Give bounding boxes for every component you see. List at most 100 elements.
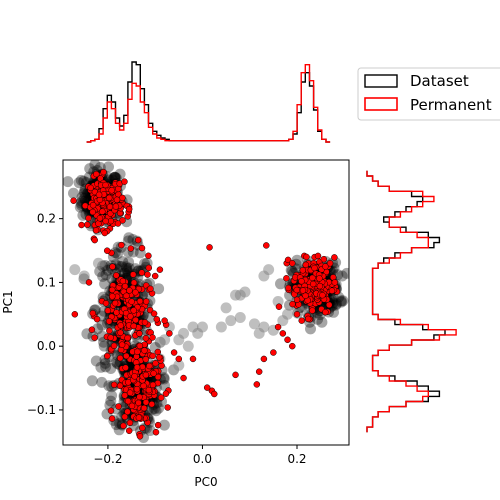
permanent-point <box>279 330 287 337</box>
permanent-point <box>124 334 131 342</box>
dataset-point <box>90 355 102 367</box>
permanent-point <box>304 315 312 323</box>
permanent-point <box>326 260 334 267</box>
permanent-point <box>138 244 146 252</box>
dataset-point <box>114 168 126 180</box>
dataset-point <box>341 267 349 279</box>
dataset-point <box>173 359 185 371</box>
permanent-point <box>152 359 159 367</box>
dataset-point <box>192 327 204 339</box>
dataset-point <box>258 321 270 333</box>
dataset-point <box>100 361 112 373</box>
permanent-point <box>309 274 316 282</box>
permanent-point <box>133 385 141 393</box>
permanent-point <box>331 254 338 261</box>
permanent-point <box>103 247 111 254</box>
dataset-point <box>328 306 339 318</box>
permanent-point <box>114 220 122 227</box>
permanent-point <box>283 275 290 282</box>
permanent-point <box>136 342 144 350</box>
dataset-point <box>79 195 91 207</box>
legend-swatch-permanent <box>364 97 398 111</box>
permanent-point <box>211 390 218 398</box>
dataset-point <box>78 270 90 282</box>
permanent-point <box>102 300 110 307</box>
permanent-point <box>85 214 92 222</box>
y-tick-label: 0.2 <box>37 212 56 226</box>
permanent-point <box>149 352 156 360</box>
permanent-point <box>149 381 157 389</box>
permanent-point <box>164 404 171 411</box>
permanent-point <box>130 279 138 286</box>
dataset-point <box>123 256 135 268</box>
permanent-point <box>89 208 96 216</box>
permanent-point <box>148 400 156 408</box>
permanent-point <box>298 317 305 324</box>
dataset-point <box>316 316 328 328</box>
dataset-point <box>78 187 90 199</box>
permanent-point <box>253 381 261 388</box>
permanent-point <box>107 334 114 341</box>
x-tick-label: 0.2 <box>287 452 306 466</box>
right-hist-dataset-line <box>366 170 446 433</box>
permanent-point <box>175 355 183 363</box>
permanent-point <box>170 349 178 356</box>
permanent-point <box>123 352 130 360</box>
permanent-point <box>126 419 134 427</box>
permanent-point <box>145 386 153 394</box>
dataset-point <box>124 472 135 483</box>
dataset-point <box>220 302 232 314</box>
permanent-point <box>155 354 163 361</box>
dataset-point <box>84 163 96 175</box>
dataset-point <box>158 419 170 431</box>
dataset-point <box>215 321 227 333</box>
dataset-point <box>234 311 246 323</box>
permanent-point <box>232 371 239 379</box>
permanent-point <box>108 286 116 294</box>
dataset-point <box>327 292 339 303</box>
permanent-point <box>203 384 211 391</box>
permanent-point <box>128 402 136 410</box>
dataset-point <box>275 278 286 290</box>
dataset-point <box>121 263 133 274</box>
permanent-point <box>119 194 126 202</box>
permanent-point <box>263 242 270 249</box>
permanent-point <box>84 221 91 228</box>
permanent-point <box>154 421 162 429</box>
permanent-point <box>147 285 154 293</box>
permanent-point <box>113 309 120 316</box>
permanent-point <box>130 307 137 314</box>
permanent-point <box>284 336 291 344</box>
permanent-point <box>140 382 147 390</box>
permanent-point <box>70 197 77 204</box>
permanent-point <box>285 284 292 292</box>
permanent-point <box>139 424 146 432</box>
top-marginal-histogram <box>86 61 331 143</box>
permanent-point <box>140 404 148 412</box>
y-axis-ticks: −0.1 0.0 0.1 0.2 <box>27 212 63 417</box>
permanent-point <box>138 269 146 276</box>
dataset-point <box>113 260 125 272</box>
permanent-point <box>298 277 305 285</box>
dataset-point <box>119 267 131 279</box>
permanent-point <box>331 279 339 286</box>
dataset-point <box>92 323 104 335</box>
permanent-point <box>97 175 104 182</box>
permanent-point <box>121 413 129 421</box>
dataset-point <box>159 334 171 346</box>
permanent-point <box>91 334 98 341</box>
dataset-point <box>92 257 104 269</box>
top-hist-permanent-line <box>86 64 331 143</box>
permanent-point <box>115 185 122 193</box>
dataset-point <box>277 315 289 327</box>
permanent-point <box>106 327 113 335</box>
permanent-point <box>132 289 139 296</box>
permanent-point <box>152 428 160 436</box>
permanent-point <box>122 364 129 371</box>
dataset-point <box>97 270 109 282</box>
dataset-point <box>122 235 134 247</box>
permanent-point <box>96 215 104 222</box>
permanent-point <box>102 181 109 189</box>
permanent-point <box>139 363 146 371</box>
permanent-point <box>289 260 296 267</box>
